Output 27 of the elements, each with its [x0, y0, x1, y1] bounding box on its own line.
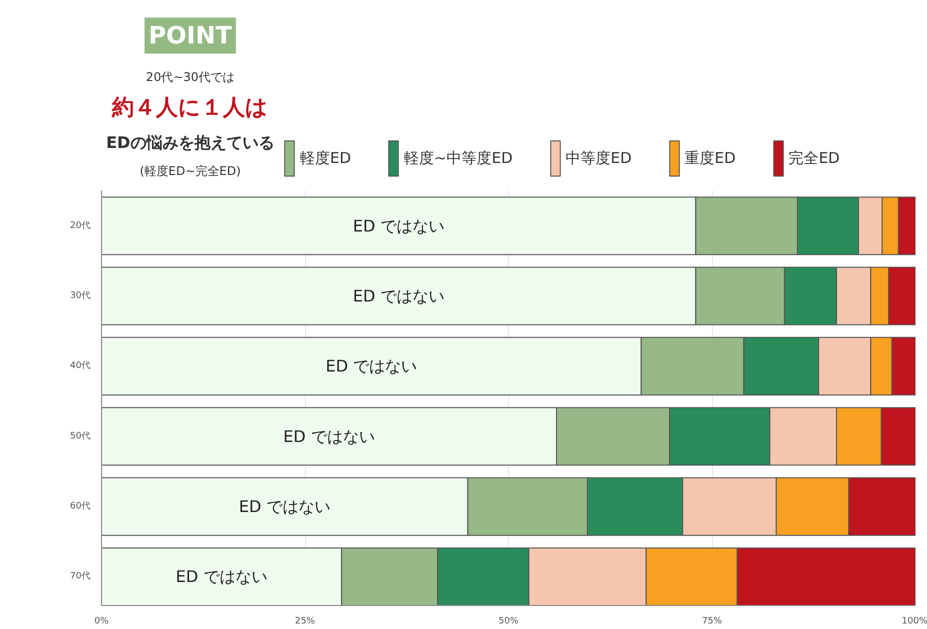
text: 約４人に１人は	[111, 95, 268, 120]
text: ED ではない	[326, 356, 418, 376]
legend-label: 中等度ED	[566, 148, 632, 168]
y-tick-label: 70代	[70, 570, 90, 582]
legend-label: 軽度ED	[300, 148, 352, 168]
x-tick-label: 100%	[902, 616, 927, 626]
text: ED ではない	[176, 567, 268, 586]
text: (軽度ED~完全ED)	[140, 164, 241, 178]
text: ED ではない	[283, 426, 375, 446]
y-tick-label: 20代	[70, 220, 90, 231]
x-tick-label: 25%	[295, 616, 316, 626]
y-tick-label: 50代	[70, 430, 90, 442]
x-tick-label: 0%	[94, 616, 110, 626]
x-tick-label: 50%	[498, 616, 519, 626]
text: EDの悩みを抱えている	[106, 132, 274, 152]
x-tick-label: 75%	[702, 616, 722, 626]
text: ED ではない	[352, 286, 444, 306]
y-tick-label: 40代	[70, 360, 90, 372]
legend-label: 完全ED	[788, 148, 840, 168]
text: 20代~30代では	[146, 70, 235, 84]
legend-label: 軽度~中等度ED	[404, 148, 513, 168]
y-tick-label: 30代	[70, 290, 90, 302]
y-tick-label: 60代	[70, 500, 90, 512]
text: POINT	[148, 22, 233, 50]
series-label: ED ではない	[352, 216, 444, 236]
legend-label: 重度ED	[684, 148, 736, 168]
text: ED ではない	[238, 497, 330, 516]
